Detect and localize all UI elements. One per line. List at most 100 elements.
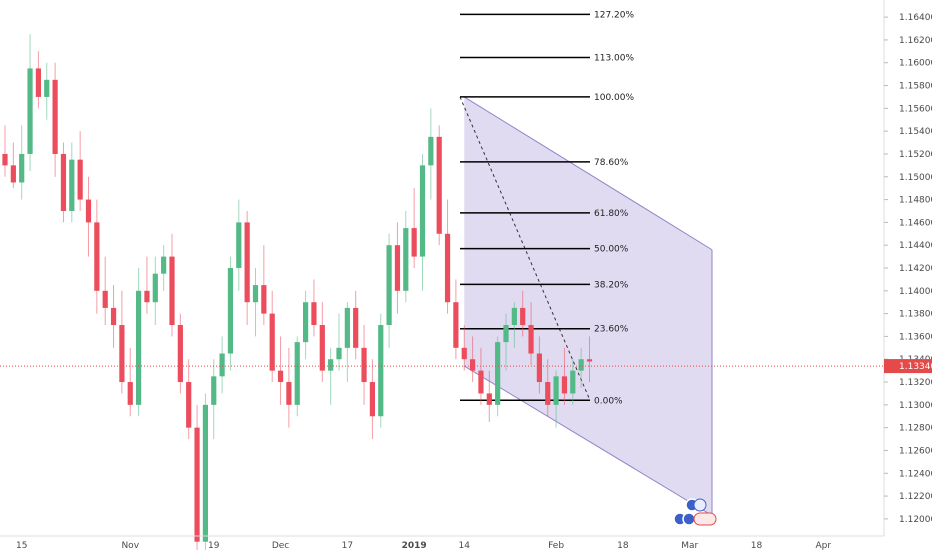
candle[interactable] (19, 153, 25, 183)
time-tick-label: 19 (208, 541, 220, 550)
time-tick-label: 2019 (402, 541, 427, 550)
event-icons[interactable] (673, 498, 717, 526)
parallel-channel[interactable] (463, 96, 713, 516)
price-axis-background (884, 0, 932, 550)
candle[interactable] (169, 256, 175, 326)
channel-lower-line[interactable] (463, 365, 713, 516)
candle[interactable] (152, 273, 158, 303)
candle[interactable] (52, 79, 58, 154)
candle[interactable] (386, 245, 392, 326)
candle[interactable] (35, 68, 41, 97)
candle[interactable] (303, 302, 309, 343)
candle[interactable] (578, 359, 584, 371)
candle[interactable] (478, 370, 484, 394)
candle[interactable] (436, 136, 442, 234)
candle[interactable] (44, 79, 50, 97)
fib-level-label: 127.20% (594, 10, 634, 20)
candle[interactable] (470, 359, 476, 371)
price-tick-label: 1.15600 (899, 104, 932, 114)
fib-trend-line[interactable] (459, 96, 591, 401)
candle[interactable] (520, 307, 526, 326)
candle[interactable] (336, 347, 342, 360)
candle[interactable] (369, 382, 375, 417)
fibonacci-retracement[interactable]: 127.20% 113.00% 100.00% 78.60% 61.80% 50.00% 3… (459, 10, 634, 406)
candle[interactable] (503, 325, 509, 343)
candle[interactable] (127, 382, 133, 405)
candle[interactable] (211, 376, 217, 405)
candle[interactable] (236, 222, 242, 268)
candle[interactable] (444, 233, 451, 303)
candle[interactable] (119, 325, 125, 383)
candle[interactable] (328, 359, 334, 371)
candle[interactable] (27, 68, 33, 154)
price-tick-label: 1.14400 (899, 241, 932, 251)
candle[interactable] (194, 427, 200, 542)
candle[interactable] (419, 165, 426, 257)
candle[interactable] (202, 404, 208, 542)
candle[interactable] (528, 325, 534, 354)
current-price-label: 1.13340 (899, 362, 932, 372)
channel-upper-line[interactable] (463, 96, 713, 251)
candle[interactable] (10, 165, 16, 183)
candle[interactable] (344, 307, 350, 348)
candle[interactable] (495, 342, 501, 405)
price-axis[interactable]: 1.16400 1.16200 1.16000 1.15800 1.15600 1.154… (884, 13, 932, 525)
candle[interactable] (428, 136, 434, 166)
candle[interactable] (60, 153, 67, 211)
candle[interactable] (252, 285, 259, 303)
candle[interactable] (110, 307, 117, 326)
candle[interactable] (545, 382, 551, 405)
candle[interactable] (244, 222, 250, 303)
candle[interactable] (102, 290, 108, 308)
time-tick-label: Dec (272, 541, 289, 550)
candle[interactable] (227, 268, 234, 354)
candle[interactable] (461, 347, 467, 360)
candle[interactable] (94, 222, 100, 291)
candle[interactable] (277, 370, 284, 383)
time-tick-label: Nov (121, 541, 139, 550)
candle[interactable] (286, 382, 292, 405)
candle[interactable] (294, 342, 300, 405)
candle[interactable] (394, 245, 401, 291)
candle[interactable] (77, 159, 83, 200)
candle[interactable] (411, 228, 417, 257)
candle[interactable] (353, 307, 359, 348)
price-tick-label: 1.15000 (899, 173, 932, 183)
candle[interactable] (136, 290, 142, 405)
time-tick-label: Apr (816, 541, 832, 550)
candle[interactable] (219, 353, 225, 377)
price-tick-label: 1.14800 (899, 196, 932, 206)
candle[interactable] (361, 347, 367, 383)
candle[interactable] (85, 199, 92, 223)
price-tick-label: 1.12200 (899, 492, 932, 502)
time-axis[interactable]: 15 Nov 19 Dec 17 2019 14 Feb 18 Mar 18 Apr (16, 541, 831, 550)
candle[interactable] (161, 256, 167, 274)
candle[interactable] (511, 307, 517, 326)
candles (2, 34, 593, 550)
candle[interactable] (453, 302, 459, 348)
candle[interactable] (2, 153, 8, 166)
price-tick-label: 1.13600 (899, 332, 932, 342)
candle[interactable] (69, 159, 75, 211)
candle[interactable] (177, 325, 183, 383)
candle[interactable] (311, 302, 317, 326)
time-tick-label: 18 (617, 541, 629, 550)
candle[interactable] (536, 353, 542, 383)
price-tick-label: 1.16400 (899, 13, 932, 23)
candle[interactable] (261, 285, 267, 314)
candle[interactable] (186, 382, 192, 428)
candle[interactable] (319, 325, 325, 371)
candle[interactable] (486, 393, 492, 405)
candle[interactable] (378, 325, 384, 417)
candle[interactable] (269, 313, 275, 371)
candle[interactable] (553, 376, 559, 405)
candle[interactable] (570, 370, 576, 394)
time-tick-label: Mar (681, 541, 698, 550)
candle[interactable] (586, 359, 593, 362)
candle[interactable] (561, 376, 568, 394)
candle[interactable] (403, 228, 409, 291)
candle[interactable] (144, 290, 150, 303)
fib-level-label: 23.60% (594, 325, 629, 335)
event-icon-dividends (673, 512, 717, 526)
